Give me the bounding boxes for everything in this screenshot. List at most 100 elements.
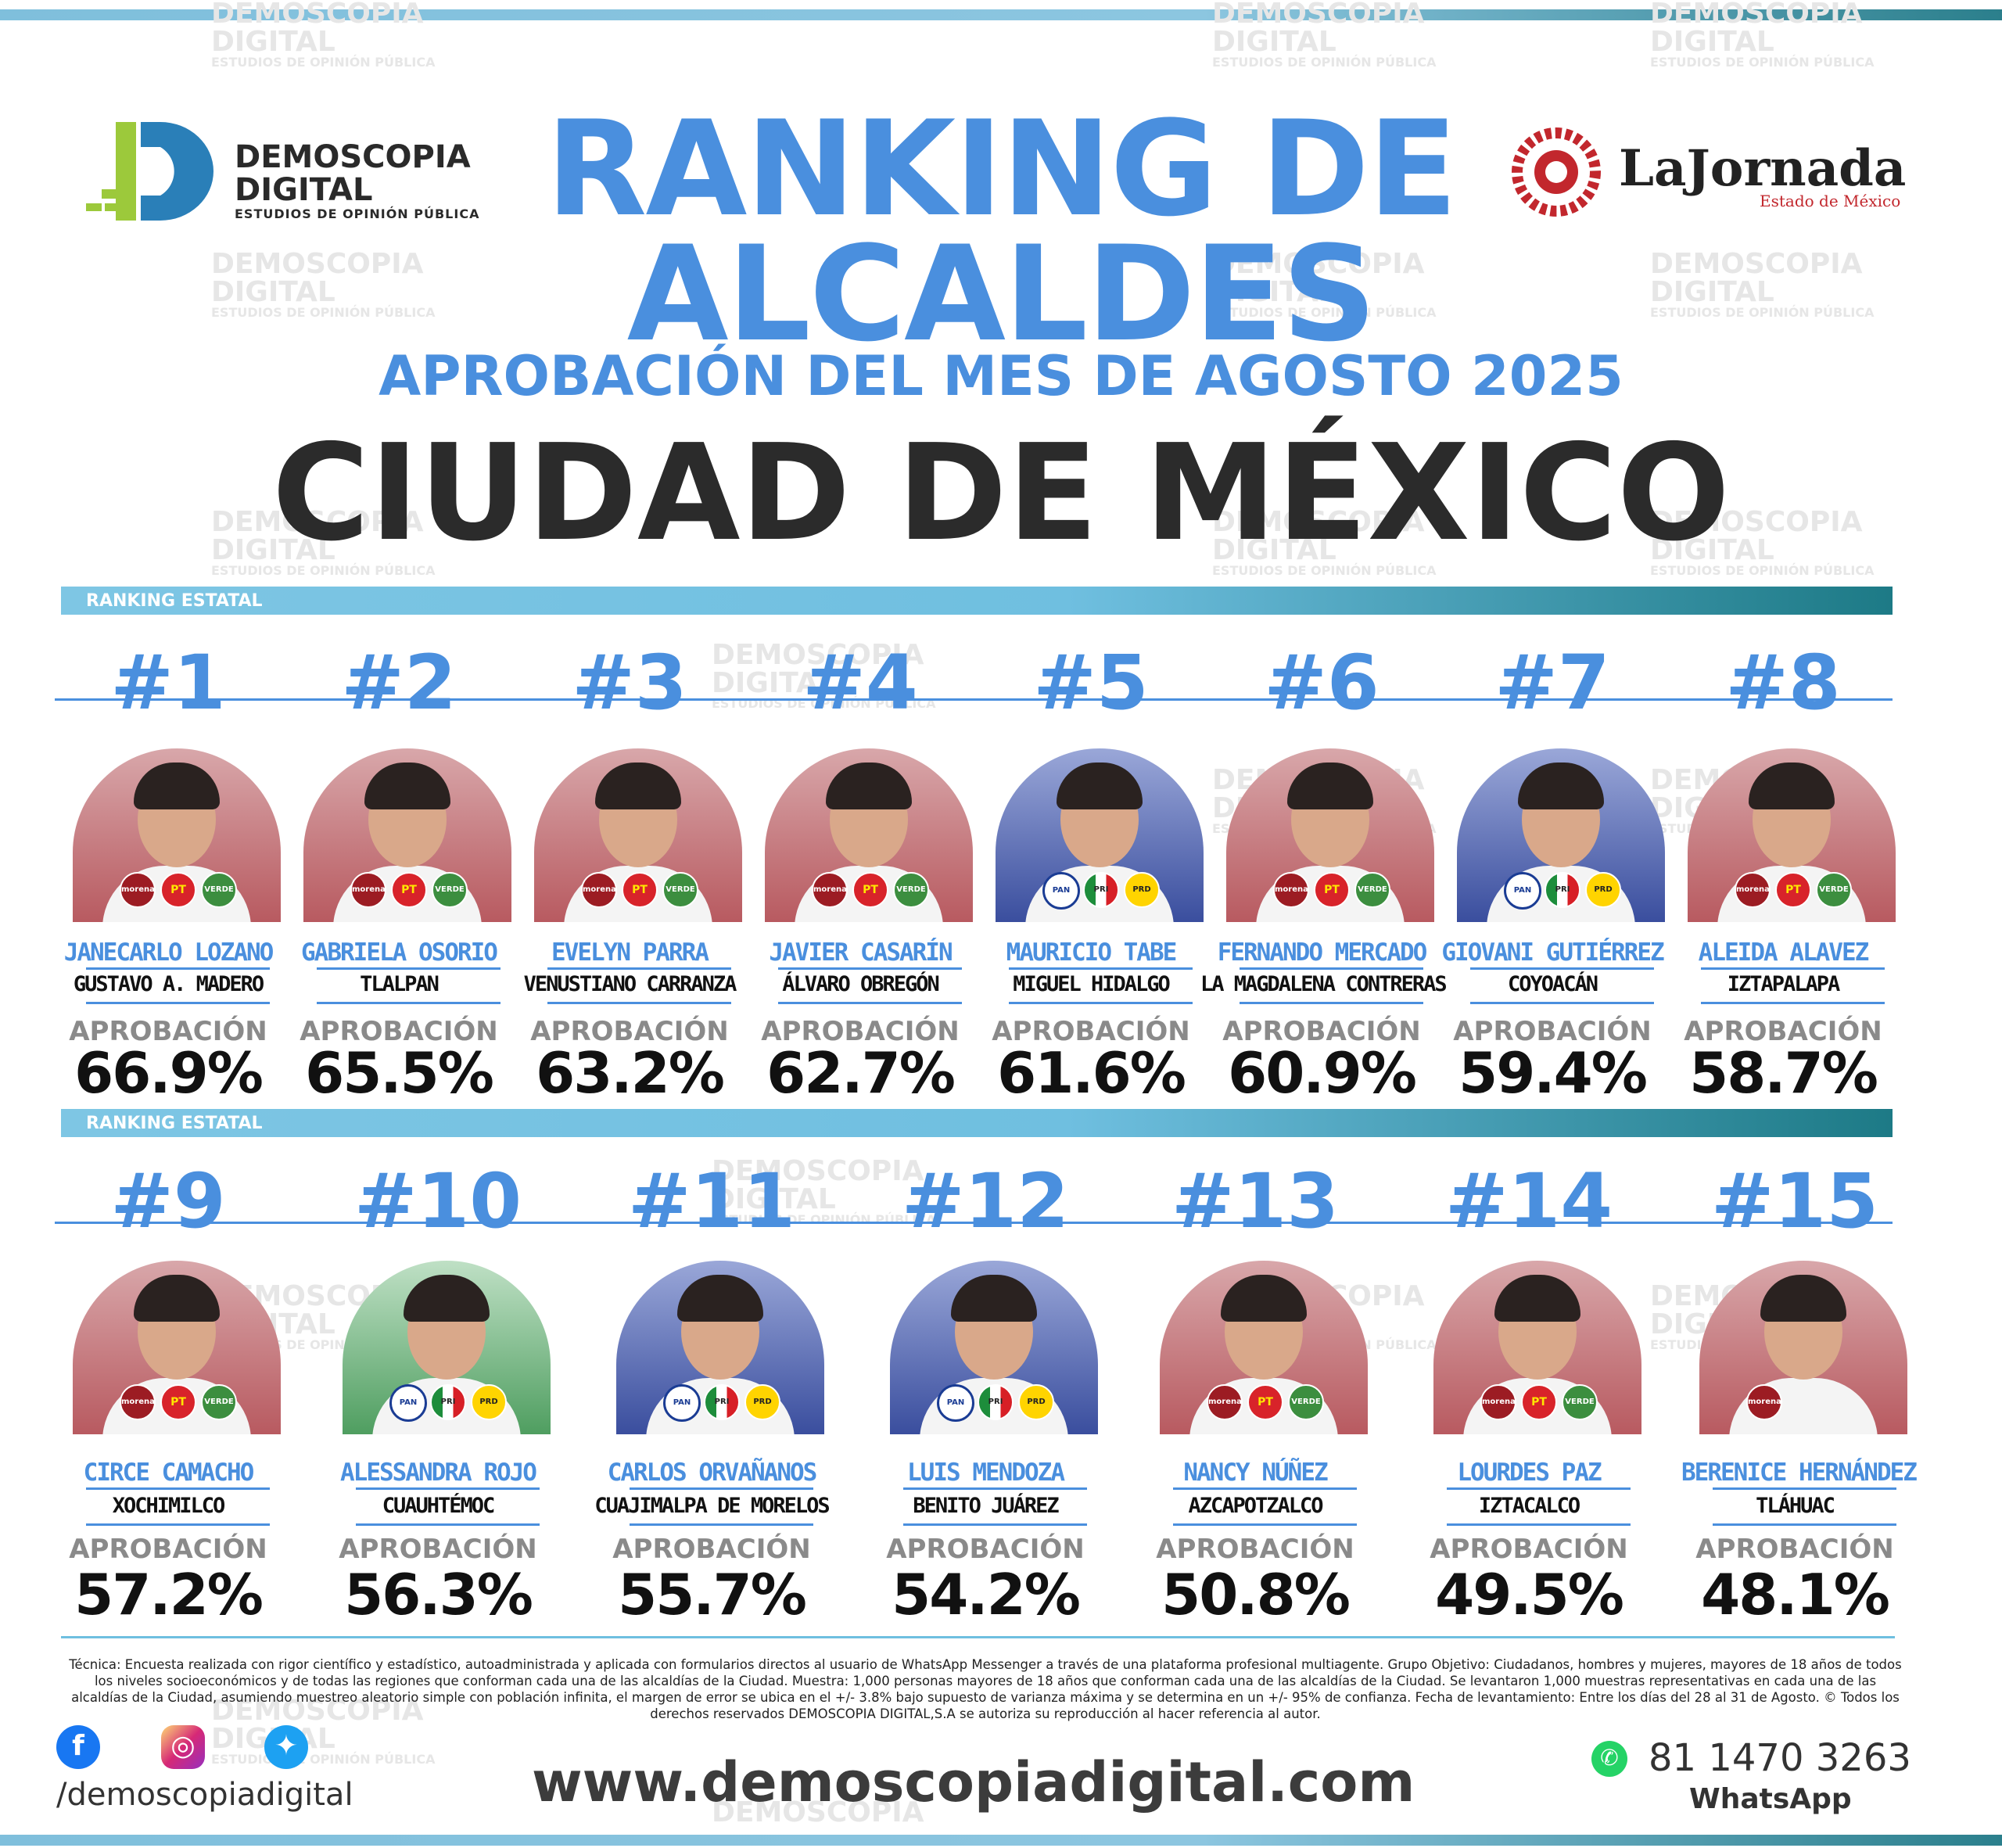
approval-label: APROBACIÓN (1156, 1534, 1354, 1565)
twitter-icon[interactable]: ✦ (264, 1725, 308, 1769)
candidate-name: CIRCE CAMACHO (83, 1459, 255, 1487)
whatsapp-label: WhatsApp (1689, 1783, 1852, 1815)
party-badge-prd: PRD (1018, 1384, 1054, 1420)
approval-percentage: 58.7% (1689, 1040, 1878, 1106)
rank-number: #4 (802, 639, 918, 727)
party-badge-verde: VERDE (662, 872, 698, 908)
rank-number: #10 (353, 1157, 522, 1245)
approval-percentage: 60.9% (1228, 1040, 1417, 1106)
candidate-photo: morena PT VERDE (1160, 1261, 1368, 1434)
name-underline (356, 1487, 540, 1490)
instagram-icon[interactable]: ◎ (161, 1725, 205, 1769)
approval-percentage: 48.1% (1701, 1562, 1890, 1627)
party-badge-pt: PT (391, 872, 427, 908)
party-badge-pri: PRI (430, 1384, 466, 1420)
social-handle[interactable]: /demoscopiadigital (56, 1777, 353, 1813)
name-underline (1240, 967, 1423, 970)
candidate-photo: PAN PRI PRD (890, 1261, 1098, 1434)
candidate-name: NANCY NÚÑEZ (1183, 1459, 1328, 1487)
municipality-underline (903, 1523, 1087, 1526)
party-badge-morena: morena (120, 872, 156, 908)
rank-divider (55, 698, 1893, 701)
party-badge-pt: PT (160, 1384, 196, 1420)
website-link[interactable]: www.demoscopiadigital.com (532, 1750, 1415, 1814)
party-badge-verde: VERDE (1354, 872, 1390, 908)
bottom-accent-bar (0, 1835, 2002, 1846)
candidate-name: LUIS MENDOZA (907, 1459, 1065, 1487)
municipality-name: ÁLVARO OBREGÓN (782, 972, 940, 996)
name-underline (903, 1487, 1087, 1490)
demoscopia-wordmark: DEMOSCOPIA DIGITAL ESTUDIOS DE OPINIÓN P… (235, 139, 480, 221)
party-badge-prd: PRD (1585, 872, 1621, 908)
approval-percentage: 61.6% (997, 1040, 1186, 1106)
la-jornada-subtitle: Estado de México (1760, 192, 1901, 210)
candidate-name: FERNANDO MERCADO (1217, 938, 1428, 967)
name-underline (1447, 1487, 1631, 1490)
candidate-name: ALEIDA ALAVEZ (1698, 938, 1870, 967)
approval-percentage: 54.2% (892, 1562, 1081, 1627)
approval-label: APROBACIÓN (886, 1534, 1085, 1565)
party-badge-pan: PAN (389, 1384, 427, 1422)
candidate-photo: morena PT VERDE (534, 748, 742, 922)
candidate-photo: PAN PRI PRD (343, 1261, 551, 1434)
demoscopia-logo (78, 117, 469, 227)
party-badge-verde: VERDE (1816, 872, 1852, 908)
party-badge-morena: morena (1273, 872, 1309, 908)
approval-label: APROBACIÓN (69, 1016, 267, 1047)
candidate-name: JANECARLO LOZANO (63, 938, 274, 967)
rank-number: #8 (1725, 639, 1841, 727)
party-badge-pri: PRI (1545, 872, 1580, 908)
party-badge-morena: morena (1735, 872, 1771, 908)
candidate-name: GIOVANI GUTIÉRREZ (1441, 938, 1664, 967)
municipality-name: TLÁHUAC (1756, 1494, 1835, 1518)
candidate-photo: morena PT VERDE (73, 748, 281, 922)
approval-label: APROBACIÓN (1222, 1016, 1421, 1047)
candidate-name: JAVIER CASARÍN (769, 938, 953, 967)
party-badge-pri: PRI (978, 1384, 1014, 1420)
name-underline (547, 967, 731, 970)
municipality-underline (1713, 1523, 1896, 1526)
municipality-name: VENUSTIANO CARRANZA (523, 972, 737, 996)
facebook-icon[interactable]: f (56, 1725, 100, 1769)
municipality-name: CUAJIMALPA DE MORELOS (594, 1494, 830, 1518)
phone-number[interactable]: 81 1470 3263 (1649, 1736, 1911, 1780)
rank-number: #3 (572, 639, 687, 727)
candidate-photo: morena PT VERDE (1433, 1261, 1641, 1434)
footer-divider (61, 1636, 1895, 1638)
party-badge-morena: morena (120, 1384, 156, 1420)
party-badge-verde: VERDE (893, 872, 929, 908)
approval-label: APROBACIÓN (1453, 1016, 1652, 1047)
rank-number: #1 (110, 639, 226, 727)
approval-percentage: 63.2% (536, 1040, 725, 1106)
rank-number: #14 (1444, 1157, 1613, 1245)
approval-label: APROBACIÓN (300, 1016, 498, 1047)
candidate-photo: morena PT VERDE (1688, 748, 1896, 922)
candidate-name: EVELYN PARRA (551, 938, 709, 967)
section-bar: RANKING ESTATAL (61, 587, 1893, 615)
municipality-underline (547, 1002, 731, 1004)
region-title: CIUDAD DE MÉXICO (271, 416, 1731, 571)
approval-percentage: 56.3% (344, 1562, 533, 1627)
party-badge-verde: VERDE (201, 872, 237, 908)
party-badge-prd: PRD (1124, 872, 1160, 908)
municipality-underline (86, 1523, 270, 1526)
party-badge-pt: PT (1314, 872, 1350, 908)
approval-label: APROBACIÓN (69, 1534, 267, 1565)
party-badge-morena: morena (350, 872, 386, 908)
approval-percentage: 50.8% (1161, 1562, 1351, 1627)
party-badge-morena: morena (1480, 1384, 1516, 1420)
name-underline (778, 967, 962, 970)
rank-divider (55, 1222, 1893, 1224)
party-badge-pan: PAN (1042, 872, 1080, 910)
candidate-name: ALESSANDRA ROJO (340, 1459, 537, 1487)
name-underline (1470, 967, 1654, 970)
whatsapp-icon[interactable]: ✆ (1591, 1741, 1627, 1777)
candidate-photo: morena (1699, 1261, 1907, 1434)
